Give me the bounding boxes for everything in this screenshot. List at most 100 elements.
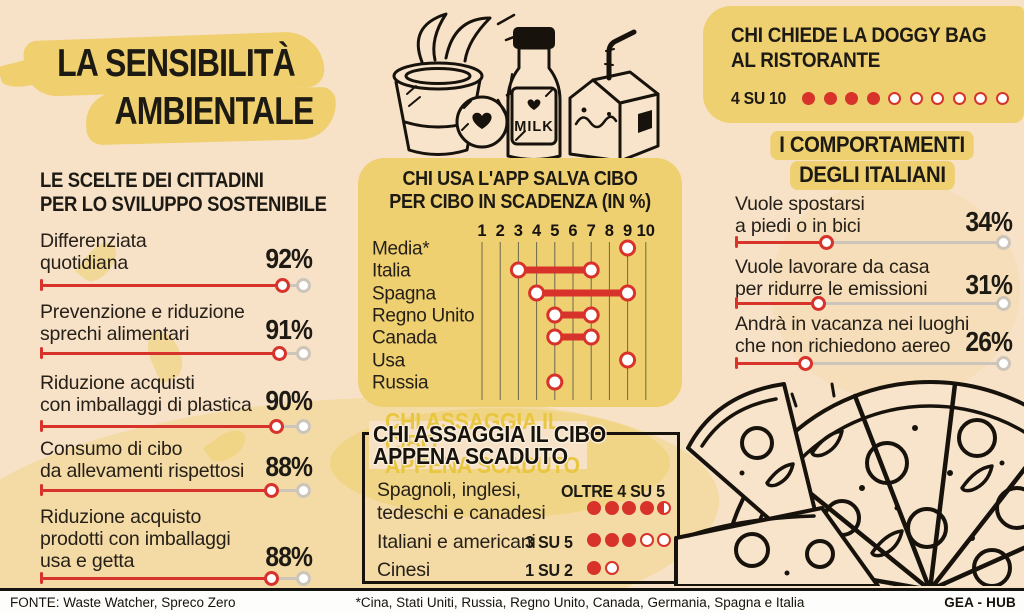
dot-filled xyxy=(604,501,619,515)
expired-row-label-line: Cinesi xyxy=(377,559,430,581)
dot-filled xyxy=(823,92,837,105)
slider-value-knob xyxy=(819,234,835,250)
dot-empty xyxy=(931,92,945,105)
range-dot xyxy=(546,306,564,324)
stat-label-line: Prevenzione e riduzione xyxy=(40,301,245,323)
doggy-bag-heading-line1: CHI CHIEDE LA DOGGY BAG xyxy=(731,24,987,47)
stat-item: Prevenzione e riduzione sprechi alimentar… xyxy=(40,301,313,363)
dot-empty xyxy=(974,92,988,105)
slider-end-knob xyxy=(295,570,311,586)
stat-value: 31% xyxy=(965,269,1013,300)
range-bar xyxy=(554,333,592,341)
slider-value-knob xyxy=(271,345,287,361)
slider-filled-track xyxy=(41,576,272,580)
stat-value: 88% xyxy=(265,451,313,482)
percentage-slider xyxy=(40,570,312,586)
row-label: Russia xyxy=(372,373,429,394)
x-tick-label: 8 xyxy=(605,222,614,240)
stat-label: Andrà in vacanza nei luoghi che non richi… xyxy=(735,313,1012,357)
app-usage-panel: CHI USA L'APP SALVA CIBO PER CIBO IN SCA… xyxy=(358,158,682,407)
slider-filled-track xyxy=(736,361,806,365)
expired-row-ratio: 1 SU 2 xyxy=(525,560,573,580)
footer-brand: GEA - HUB xyxy=(944,595,1016,610)
expired-row-label: Spagnoli, inglesi, tedeschi e canadesi xyxy=(377,479,546,525)
range-dot xyxy=(509,261,527,279)
dot-empty xyxy=(995,92,1009,105)
expired-row-ratio: 3 SU 5 xyxy=(525,532,573,552)
footer-bar: FONTE: Waste Watcher, Spreco Zero *Cina,… xyxy=(0,588,1024,613)
slider-value-knob xyxy=(264,570,280,586)
x-tick-label: 1 xyxy=(477,222,486,240)
stat-label-line: Vuole spostarsi xyxy=(735,193,865,215)
slider-rest-track xyxy=(271,576,303,580)
range-dot xyxy=(582,306,600,324)
slider-rest-track xyxy=(826,240,1003,244)
dot-empty xyxy=(657,501,671,515)
expired-food-box: CHI ASSAGGIA IL CIBO APPENA SCADUTO CHI … xyxy=(362,410,680,584)
row-label: Media* xyxy=(372,239,430,260)
app-panel-heading-line2: PER CIBO IN SCADENZA (IN %) xyxy=(389,190,651,213)
dot-filled xyxy=(622,501,636,515)
row-label: Regno Unito xyxy=(372,306,474,327)
slider-rest-track xyxy=(279,351,303,355)
stat-label: Vuole lavorare da casa per ridurre le emi… xyxy=(735,256,1012,300)
stat-label-line: con imballaggi di plastica xyxy=(40,394,252,416)
range-dot xyxy=(582,328,600,346)
range-dot xyxy=(619,239,637,257)
slider-end-knob xyxy=(295,482,311,498)
stat-item: Vuole spostarsi a piedi o in bici 34% xyxy=(735,193,1013,252)
dot-filled xyxy=(622,533,636,547)
dot-filled xyxy=(639,501,654,515)
stat-value: 91% xyxy=(265,314,313,345)
slider-filled-track xyxy=(41,488,272,492)
slider-filled-track xyxy=(41,283,283,287)
behaviors-heading-line1: I COMPORTAMENTI xyxy=(770,131,974,160)
stat-label: Differenziata quotidiana xyxy=(40,230,312,274)
stat-label-line: quotidiana xyxy=(40,252,128,274)
x-tick-label: 3 xyxy=(514,222,523,240)
x-tick-label: 10 xyxy=(637,222,655,240)
dot-filled xyxy=(802,92,816,105)
range-dot xyxy=(546,328,564,346)
slider-end-knob xyxy=(995,355,1011,371)
stat-label-line: a piedi o in bici xyxy=(735,215,861,237)
percentage-slider xyxy=(40,277,312,293)
stat-label-line: Andrà in vacanza nei luoghi xyxy=(735,313,970,335)
left-section-heading-line2: PER LO SVILUPPO SOSTENIBILE xyxy=(40,192,327,216)
stat-label-line: Riduzione acquisti xyxy=(40,372,195,394)
range-dot xyxy=(528,284,546,302)
slider-filled-track xyxy=(736,301,819,305)
percentage-slider xyxy=(735,234,1012,250)
doggy-bag-ratio: 4 SU 10 xyxy=(731,88,787,108)
stat-item: Riduzione acquisti con imballaggi di plas… xyxy=(40,372,313,436)
dot-filled xyxy=(587,501,601,515)
stat-value: 92% xyxy=(265,243,313,274)
x-tick-label: 9 xyxy=(623,222,632,240)
slider-end-knob xyxy=(995,234,1011,250)
dot-empty xyxy=(952,92,966,105)
expired-row-dots xyxy=(587,561,619,575)
slider-end-knob xyxy=(295,277,311,293)
slider-value-knob xyxy=(269,418,285,434)
row-label: Spagna xyxy=(372,284,436,305)
stat-item: Consumo di cibo da allevamenti rispettosi… xyxy=(40,438,313,500)
percentage-slider xyxy=(40,482,312,498)
left-section-heading-line1: LE SCELTE DEI CITTADINI xyxy=(40,168,264,192)
slider-filled-track xyxy=(41,424,277,428)
slider-value-knob xyxy=(274,277,290,293)
range-bar xyxy=(518,266,592,274)
doggy-bag-panel: CHI CHIEDE LA DOGGY BAG AL RISTORANTE 4 … xyxy=(703,6,1024,123)
stat-label-line: Vuole lavorare da casa xyxy=(735,256,930,278)
doggy-bag-heading-line2: AL RISTORANTE xyxy=(731,48,881,72)
percentage-slider xyxy=(735,355,1012,371)
expired-row-label-line: Spagnoli, inglesi, xyxy=(377,479,521,501)
svg-text:MILK: MILK xyxy=(514,119,553,135)
expired-food-heading: CHI ASSAGGIA IL CIBO APPENA SCADUTO CHI … xyxy=(369,410,626,477)
stat-label-line: prodotti con imballaggi xyxy=(40,528,231,550)
stat-item: Andrà in vacanza nei luoghi che non richi… xyxy=(735,313,1013,373)
dot-filled xyxy=(587,561,601,575)
percentage-slider xyxy=(40,345,312,361)
range-dot xyxy=(582,261,600,279)
